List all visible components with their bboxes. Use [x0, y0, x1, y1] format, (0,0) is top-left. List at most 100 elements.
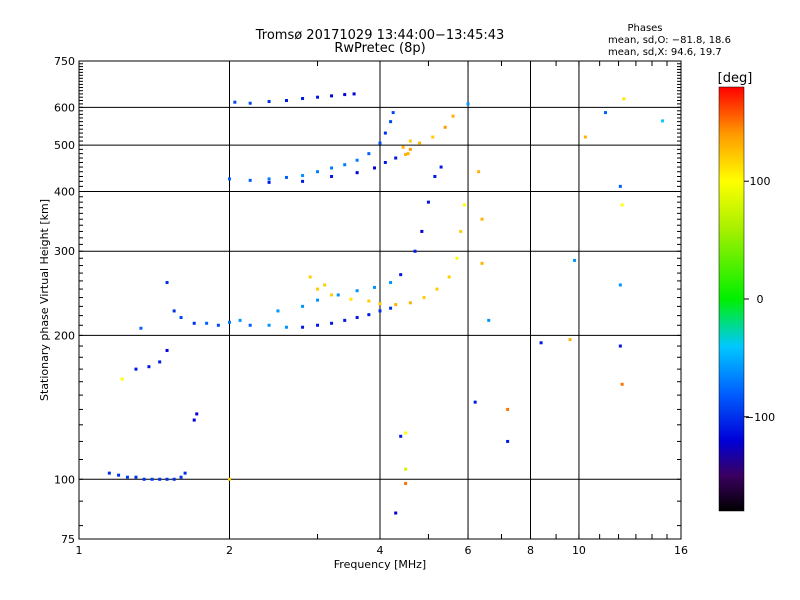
data-point — [165, 477, 169, 481]
data-point — [620, 382, 624, 386]
data-point — [422, 296, 426, 300]
data-point — [228, 477, 231, 481]
legend-line-x: mean, sd,X: 94.6, 19.7 — [608, 47, 722, 58]
data-point — [107, 471, 111, 475]
data-point — [355, 171, 359, 175]
data-point — [462, 203, 466, 207]
data-point — [301, 174, 305, 178]
data-point — [408, 301, 412, 305]
data-point — [406, 152, 410, 156]
x-tick-label: 16 — [674, 544, 688, 557]
data-point — [284, 325, 288, 329]
y-tick-label: 600 — [54, 101, 75, 114]
data-point — [506, 439, 510, 443]
data-point — [355, 289, 359, 293]
data-point — [330, 94, 334, 98]
data-point — [603, 111, 607, 115]
data-point — [455, 256, 459, 260]
data-point — [134, 475, 138, 479]
data-point — [150, 477, 154, 481]
data-point — [408, 147, 412, 151]
data-point — [367, 313, 371, 317]
x-tick-label: 6 — [465, 544, 472, 557]
data-point — [248, 178, 252, 182]
data-point — [367, 152, 371, 156]
colorbar-tick-label: 0 — [757, 293, 764, 306]
data-point — [301, 97, 305, 101]
data-point — [330, 174, 334, 178]
y-tick-label: 500 — [54, 139, 75, 152]
data-point — [228, 320, 231, 324]
data-point — [192, 321, 196, 325]
data-point — [192, 418, 196, 422]
data-point — [506, 407, 510, 411]
data-point — [622, 97, 626, 101]
data-point — [426, 200, 430, 204]
data-point — [399, 434, 403, 438]
data-point — [459, 229, 463, 233]
data-point — [330, 321, 334, 325]
data-point — [433, 174, 437, 178]
data-point — [276, 309, 280, 313]
data-point — [383, 160, 387, 164]
data-point — [301, 304, 305, 308]
x-axis-ticks: 1 2 4 6 8 10 16 — [76, 61, 688, 557]
data-point — [267, 180, 271, 184]
data-point — [355, 158, 359, 162]
data-point — [431, 135, 435, 139]
data-point — [248, 101, 252, 105]
data-point — [443, 125, 447, 129]
y-tick-label: 400 — [54, 185, 75, 198]
data-point — [404, 467, 408, 471]
y-tick-label: 300 — [54, 245, 75, 258]
data-point — [583, 135, 587, 139]
data-point — [172, 477, 176, 481]
data-point — [394, 156, 398, 160]
data-point — [447, 275, 451, 279]
chart-subtitle: RwPretec (8p) — [334, 41, 425, 56]
data-point — [316, 323, 320, 327]
data-point — [413, 249, 417, 253]
data-point — [120, 377, 124, 381]
data-point — [399, 273, 403, 277]
data-point — [228, 177, 231, 181]
colorbar — [718, 86, 745, 512]
colorbar-tick-label: −100 — [745, 411, 775, 424]
data-point — [284, 99, 288, 103]
colorbar-tick-label: 100 — [750, 175, 771, 188]
data-point — [323, 283, 327, 287]
y-tick-label: 75 — [61, 533, 75, 546]
colorbar-ticks: 100 0 −100 — [744, 175, 775, 424]
data-point — [473, 400, 477, 404]
data-point — [401, 145, 405, 149]
data-point — [439, 165, 443, 169]
data-point — [267, 100, 271, 104]
data-point — [404, 431, 408, 435]
data-point — [466, 102, 470, 106]
data-point — [233, 100, 237, 104]
data-point — [183, 471, 187, 475]
data-points — [107, 92, 665, 515]
data-point — [158, 477, 162, 481]
data-point — [404, 481, 408, 485]
data-point — [179, 475, 183, 479]
data-point — [238, 318, 242, 322]
x-tick-label: 10 — [572, 544, 586, 557]
data-point — [179, 315, 183, 319]
data-point — [394, 511, 398, 515]
data-point — [383, 131, 387, 135]
data-point — [316, 298, 320, 302]
data-point — [343, 163, 347, 167]
data-point — [316, 287, 320, 291]
data-point — [389, 281, 393, 285]
data-point — [389, 306, 393, 310]
data-point — [330, 166, 334, 170]
y-tick-label: 100 — [54, 473, 75, 486]
data-point — [620, 203, 624, 207]
data-point — [301, 179, 305, 183]
data-point — [316, 95, 320, 99]
data-point — [330, 293, 334, 297]
data-point — [195, 412, 199, 416]
data-point — [435, 287, 439, 291]
grid-lines — [79, 61, 681, 539]
